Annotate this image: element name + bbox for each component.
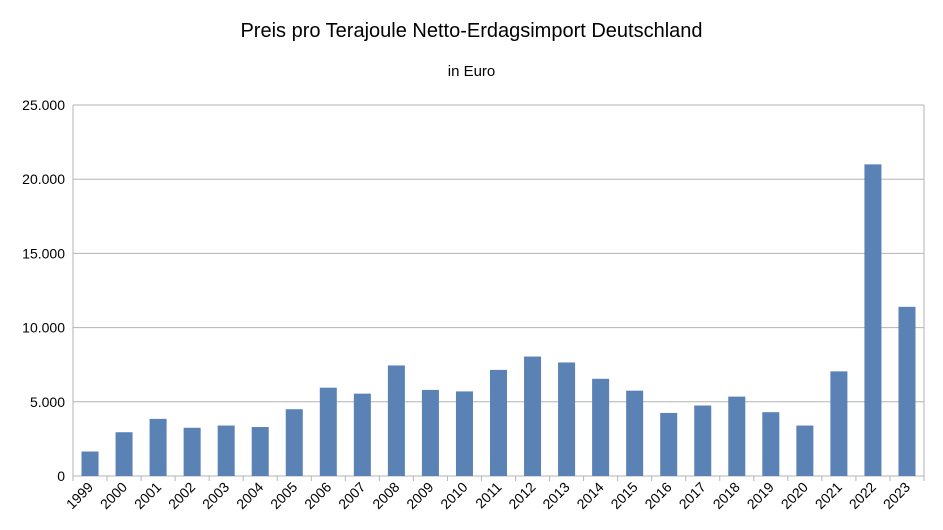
- x-tick-label: 2008: [369, 479, 402, 512]
- x-tick-label: 2003: [199, 479, 232, 512]
- bar-2019: [762, 412, 780, 476]
- bar-2006: [319, 387, 337, 476]
- x-tick-label: 2011: [472, 479, 505, 512]
- bar-2014: [592, 378, 610, 476]
- chart-subtitle: in Euro: [447, 63, 496, 80]
- bar-2021: [830, 371, 848, 476]
- bar-2008: [387, 365, 405, 476]
- bar-2007: [353, 393, 371, 476]
- bar-2010: [455, 391, 473, 476]
- x-tick-label: 2021: [812, 479, 845, 512]
- x-tick-label: 2004: [233, 479, 266, 512]
- y-tick-label: 0: [57, 468, 65, 484]
- x-tick-label: 2014: [573, 479, 606, 512]
- x-tick-label: 2002: [165, 479, 198, 512]
- x-tick-label: 2022: [846, 479, 879, 512]
- bar-2005: [285, 409, 303, 476]
- x-tick-label: 2015: [607, 479, 640, 512]
- x-axis-ticks: 1999 2000 2001 2002 2003 2004 2005 2006 2007 2008…: [63, 479, 913, 512]
- x-tick-label: 2017: [676, 479, 709, 512]
- chart-title: Preis pro Terajoule Netto-Erdagsimport D…: [240, 20, 703, 42]
- bar-2023: [898, 306, 916, 476]
- gridlines: [72, 104, 925, 481]
- bar-2011: [489, 369, 508, 476]
- y-tick-label: 5.000: [30, 394, 65, 410]
- bar-2017: [694, 405, 712, 476]
- bar-2004: [251, 427, 269, 476]
- bar-2009: [421, 389, 439, 476]
- bar-1999: [81, 451, 99, 476]
- x-tick-label: 2000: [97, 479, 130, 512]
- x-tick-label: 2005: [267, 479, 300, 512]
- bar-2000: [115, 432, 133, 476]
- bar-2002: [183, 427, 201, 476]
- x-tick-label: 1999: [63, 479, 96, 512]
- bar-2013: [558, 362, 576, 476]
- y-tick-label: 10.000: [22, 320, 65, 336]
- bar-2022: [864, 164, 882, 477]
- y-tick-label: 15.000: [22, 245, 65, 261]
- bar-2001: [149, 418, 167, 476]
- bar-2012: [524, 356, 542, 476]
- y-tick-label: 20.000: [22, 171, 65, 187]
- bar-2016: [660, 412, 678, 476]
- x-tick-label: 2016: [641, 479, 674, 512]
- bar-2018: [728, 396, 746, 476]
- x-tick-label: 2010: [437, 479, 470, 512]
- x-tick-label: 2023: [880, 479, 913, 512]
- bar-2020: [796, 425, 814, 476]
- y-axis-ticks: 0 5.000 10.000 15.000 20.000 25.000: [22, 97, 65, 484]
- bar-2003: [217, 425, 235, 476]
- x-tick-label: 2019: [744, 479, 777, 512]
- x-tick-label: 2001: [131, 479, 164, 512]
- x-tick-label: 2006: [301, 479, 334, 512]
- x-tick-label: 2009: [403, 479, 436, 512]
- x-tick-label: 2007: [335, 479, 368, 512]
- x-tick-label: 2018: [710, 479, 743, 512]
- y-tick-label: 25.000: [22, 97, 65, 113]
- x-tick-label: 2013: [539, 479, 572, 512]
- bar-2015: [626, 390, 644, 476]
- bars: [81, 164, 916, 477]
- x-tick-label: 2012: [505, 479, 538, 512]
- x-tick-label: 2020: [778, 479, 811, 512]
